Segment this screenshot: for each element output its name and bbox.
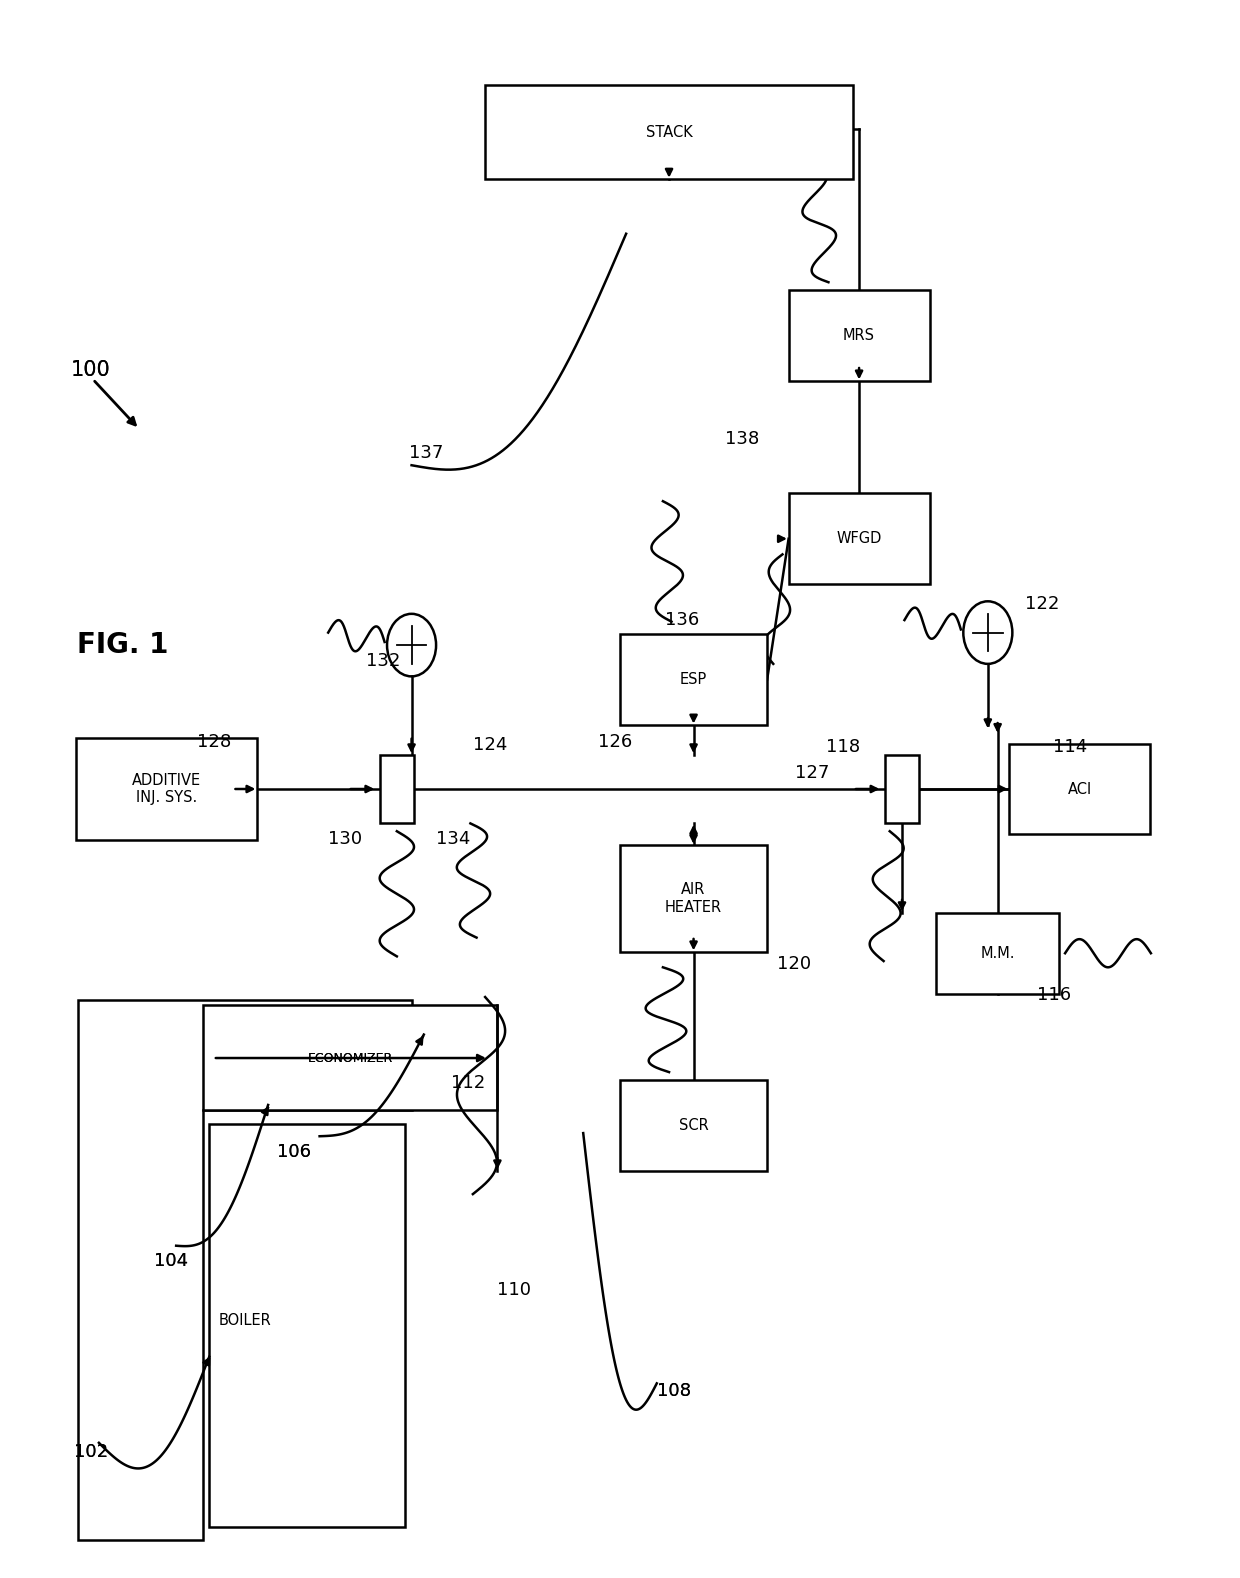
- Text: 120: 120: [777, 955, 811, 974]
- Text: 108: 108: [657, 1382, 691, 1400]
- FancyBboxPatch shape: [379, 754, 414, 824]
- FancyBboxPatch shape: [620, 634, 768, 724]
- Text: SCR: SCR: [678, 1117, 708, 1133]
- FancyBboxPatch shape: [620, 1079, 768, 1171]
- Text: 122: 122: [1024, 595, 1059, 614]
- Text: 102: 102: [74, 1444, 109, 1461]
- Text: 114: 114: [1053, 739, 1087, 756]
- FancyBboxPatch shape: [885, 754, 919, 824]
- FancyBboxPatch shape: [1009, 743, 1151, 835]
- Text: 104: 104: [154, 1253, 188, 1270]
- Text: ESP: ESP: [680, 672, 707, 686]
- FancyBboxPatch shape: [936, 912, 1059, 994]
- Polygon shape: [78, 1000, 412, 1540]
- Text: STACK: STACK: [646, 125, 692, 139]
- FancyBboxPatch shape: [485, 85, 853, 178]
- Text: 124: 124: [472, 737, 507, 754]
- Text: 118: 118: [826, 739, 861, 756]
- FancyBboxPatch shape: [76, 739, 257, 839]
- Text: ECONOMIZER: ECONOMIZER: [308, 1051, 393, 1065]
- FancyBboxPatch shape: [789, 290, 930, 380]
- Text: FIG. 1: FIG. 1: [77, 631, 169, 660]
- Text: WFGD: WFGD: [837, 532, 882, 546]
- Text: 104: 104: [154, 1253, 188, 1270]
- Text: 106: 106: [277, 1142, 311, 1161]
- Text: BOILER: BOILER: [218, 1313, 272, 1329]
- Text: 126: 126: [598, 734, 632, 751]
- Text: 137: 137: [409, 443, 444, 462]
- Text: 116: 116: [1037, 986, 1071, 1005]
- Text: M.M.: M.M.: [981, 945, 1014, 961]
- Text: 130: 130: [329, 830, 362, 847]
- FancyBboxPatch shape: [789, 494, 930, 584]
- Text: 108: 108: [657, 1382, 691, 1400]
- Text: AIR
HEATER: AIR HEATER: [665, 882, 722, 915]
- Text: 100: 100: [71, 360, 110, 380]
- Text: 106: 106: [277, 1142, 311, 1161]
- Text: 136: 136: [666, 611, 699, 630]
- Text: ACI: ACI: [1068, 781, 1092, 797]
- Text: 102: 102: [74, 1444, 109, 1461]
- Text: 132: 132: [366, 652, 401, 669]
- Text: 128: 128: [197, 734, 231, 751]
- Text: MRS: MRS: [843, 328, 875, 342]
- Text: 127: 127: [795, 764, 830, 783]
- Text: 110: 110: [497, 1280, 532, 1299]
- Text: 134: 134: [436, 830, 470, 847]
- Text: 100: 100: [71, 360, 110, 380]
- FancyBboxPatch shape: [620, 846, 768, 952]
- Text: ECONOMIZER: ECONOMIZER: [308, 1051, 393, 1065]
- Text: ADDITIVE
INJ. SYS.: ADDITIVE INJ. SYS.: [131, 773, 201, 805]
- FancyBboxPatch shape: [210, 1124, 405, 1528]
- Text: 112: 112: [451, 1075, 485, 1092]
- Polygon shape: [203, 1005, 497, 1109]
- Text: 138: 138: [725, 429, 760, 448]
